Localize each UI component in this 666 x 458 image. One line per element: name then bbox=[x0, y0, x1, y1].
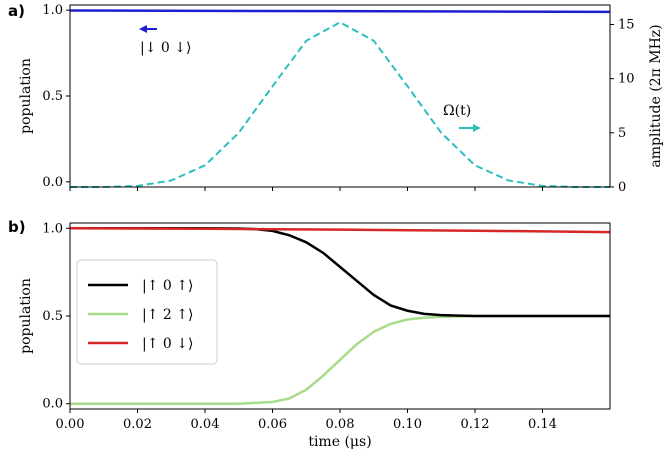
annotation-label: Ω(t) bbox=[443, 103, 471, 119]
y2-tick-label: 5 bbox=[618, 126, 626, 141]
y-tick-label: 0.5 bbox=[42, 309, 63, 324]
y-tick-label: 1.0 bbox=[42, 221, 63, 236]
panel-label: a) bbox=[8, 2, 25, 20]
y-tick-label: 0.0 bbox=[42, 397, 63, 412]
x-tick-label: 0.08 bbox=[326, 417, 355, 432]
panel-b: b) 0.0 0.5 1.0 0.00 0.02 0.04 0.06 0.08 0.10 0.12 0… bbox=[8, 218, 611, 450]
x-tick-label: 0.02 bbox=[123, 417, 152, 432]
left-arrow-icon bbox=[139, 25, 147, 33]
x-axis-label: time (μs) bbox=[308, 434, 371, 450]
series-line-omega bbox=[70, 21, 610, 188]
y-axis-label: population bbox=[18, 58, 34, 134]
plot-frame bbox=[69, 4, 611, 188]
y2-tick-label: 10 bbox=[618, 72, 635, 87]
panel-label: b) bbox=[8, 218, 26, 236]
y2-tick-label: 0 bbox=[618, 180, 626, 195]
right-arrow-icon bbox=[473, 124, 481, 132]
panel-a: a) 0.0 0.5 1.0 0 5 10 15 population amplitude (2π… bbox=[8, 2, 664, 195]
series-line-down-0-down bbox=[69, 9, 611, 14]
x-tick-label: 0.00 bbox=[56, 417, 85, 432]
y2-axis-label: amplitude (2π MHz) bbox=[648, 24, 664, 167]
x-tick-label: 0.12 bbox=[461, 417, 490, 432]
y-tick-label: 0.5 bbox=[42, 89, 63, 104]
x-tick-label: 0.06 bbox=[258, 417, 287, 432]
series-line-2 bbox=[69, 227, 611, 234]
y-axis-label: population bbox=[18, 278, 34, 354]
x-tick-label: 0.14 bbox=[528, 417, 557, 432]
y-tick-label: 0.0 bbox=[42, 175, 63, 190]
legend: |↑ 0 ↑⟩ |↑ 2 ↑⟩ |↑ 0 ↓⟩ bbox=[76, 259, 218, 365]
x-tick-label: 0.04 bbox=[191, 417, 220, 432]
y2-tick-label: 15 bbox=[618, 18, 635, 33]
legend-label: |↑ 0 ↑⟩ bbox=[142, 278, 193, 294]
legend-label: |↑ 0 ↓⟩ bbox=[142, 336, 193, 352]
annotation-label: |↓ 0 ↓⟩ bbox=[140, 40, 191, 56]
y-tick-label: 1.0 bbox=[42, 3, 63, 18]
x-tick-label: 0.10 bbox=[393, 417, 422, 432]
legend-label: |↑ 2 ↑⟩ bbox=[142, 307, 193, 323]
